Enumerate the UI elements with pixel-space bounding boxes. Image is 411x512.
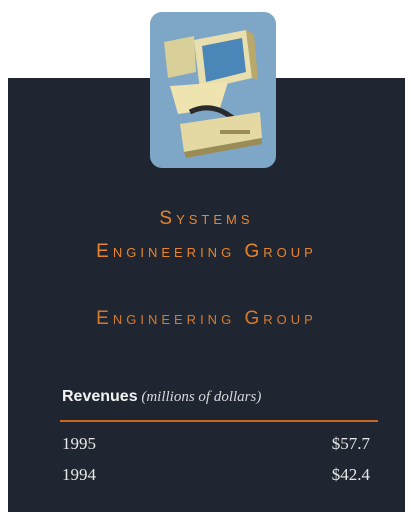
unit: (millions of dollars) [141,389,261,405]
revenues-heading: Revenues (millions of dollars) [62,388,261,406]
heading: Revenues [62,388,138,405]
table-row: 1995 $57.7 [62,434,370,454]
drive-slot [220,130,250,134]
year: 1994 [62,465,96,485]
title-line-1: Systems [8,208,405,230]
table-row: 1994 $42.4 [62,465,370,485]
title-line-2: Engineering Group [8,241,405,263]
revenue: $57.7 [332,434,370,454]
page: {"header": {"title_line1": "Systems", "t… [0,0,411,512]
rule [60,420,378,422]
computer-icon [150,12,276,168]
revenue: $42.4 [332,465,370,485]
side-panel [164,36,196,78]
title-repeat: Engineering Group [8,308,405,324]
year: 1995 [62,434,96,454]
title-repeat-clip: Engineering Group [8,305,405,324]
